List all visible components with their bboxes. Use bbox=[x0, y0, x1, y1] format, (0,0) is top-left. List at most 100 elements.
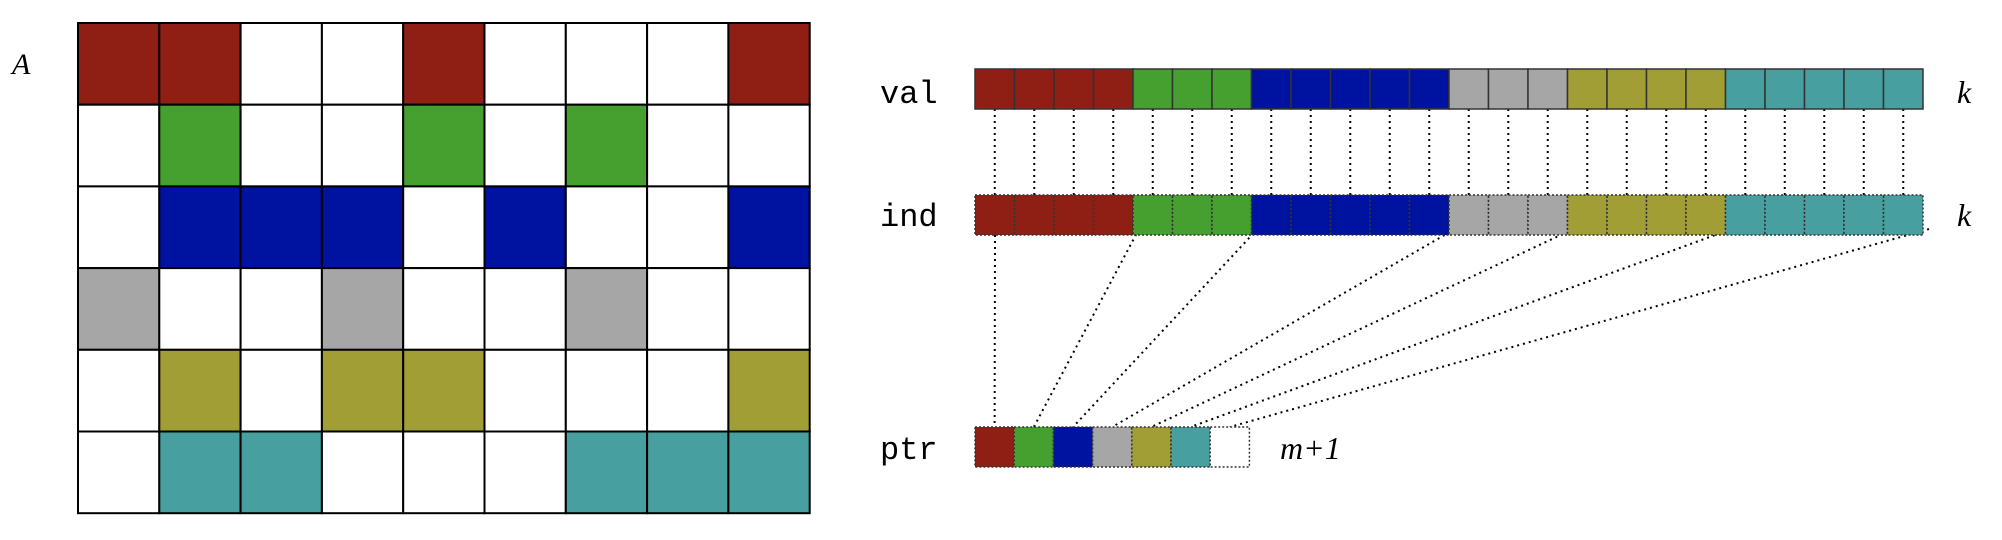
matrix-cell bbox=[564, 103, 649, 188]
matrix-cell bbox=[483, 185, 567, 270]
matrix-cell bbox=[483, 22, 567, 106]
ind-cell bbox=[1843, 194, 1885, 236]
matrix-cell bbox=[320, 348, 405, 433]
ind-cell bbox=[1369, 194, 1411, 236]
connector-lines bbox=[993, 109, 1930, 428]
matrix-cell bbox=[483, 267, 567, 351]
ind-cell bbox=[1290, 194, 1332, 236]
ind-ptr-connector bbox=[1190, 228, 1732, 428]
matrix-cell bbox=[483, 348, 567, 433]
val-cell bbox=[1724, 68, 1766, 110]
matrix-cell bbox=[727, 22, 811, 106]
matrix-cell bbox=[77, 185, 161, 270]
matrix-cell bbox=[646, 22, 730, 106]
matrix-cell bbox=[402, 103, 486, 188]
matrix-cell bbox=[320, 185, 405, 270]
matrix-cell bbox=[646, 267, 730, 351]
matrix-cell bbox=[727, 430, 811, 515]
ind-cell bbox=[1171, 194, 1213, 236]
matrix-cell bbox=[564, 185, 649, 270]
val-cell bbox=[1764, 68, 1806, 110]
val-cell bbox=[1803, 68, 1845, 110]
ptr-size-label: m+1 bbox=[1280, 430, 1341, 466]
val-cell bbox=[1013, 68, 1055, 110]
ind-ptr-connector bbox=[1229, 228, 1930, 428]
ind-cell bbox=[974, 194, 1016, 236]
matrix-cell bbox=[646, 348, 730, 433]
matrix-cell bbox=[402, 430, 486, 515]
val-cell bbox=[1290, 68, 1332, 110]
ind-cell bbox=[1645, 194, 1687, 236]
matrix-cell bbox=[239, 267, 323, 351]
matrix-cell bbox=[402, 267, 486, 351]
val-cell bbox=[974, 68, 1016, 110]
ind-cell bbox=[1092, 194, 1134, 236]
matrix-cell bbox=[239, 430, 323, 515]
matrix-cell bbox=[158, 430, 242, 515]
matrix-cell bbox=[77, 267, 161, 351]
val-cell bbox=[1171, 68, 1213, 110]
val-cell bbox=[1092, 68, 1134, 110]
matrix-cell bbox=[320, 267, 405, 351]
matrix-cell bbox=[239, 348, 323, 433]
matrix-cell bbox=[77, 430, 161, 515]
ind-size-label: k bbox=[1957, 197, 1972, 233]
ptr-cell bbox=[1209, 426, 1251, 468]
ind-ptr-connector bbox=[1072, 228, 1259, 428]
ptr-cell bbox=[1131, 426, 1172, 468]
matrix-cell bbox=[239, 22, 323, 106]
val-size-label: k bbox=[1957, 74, 1972, 110]
matrix-cell bbox=[158, 348, 242, 433]
matrix-cell bbox=[483, 430, 567, 515]
val-cell bbox=[1487, 68, 1529, 110]
val-cell bbox=[1329, 68, 1371, 110]
matrix-cell bbox=[158, 185, 242, 270]
val-cell bbox=[1566, 68, 1608, 110]
matrix-label: A bbox=[10, 48, 31, 81]
ind-array bbox=[974, 194, 1924, 236]
ind-cell bbox=[1606, 194, 1648, 236]
matrix-cell bbox=[646, 185, 730, 270]
matrix-cell bbox=[77, 103, 161, 188]
val-cell bbox=[1250, 68, 1292, 110]
ind-cell bbox=[1053, 194, 1095, 236]
matrix-cell bbox=[320, 103, 405, 188]
ind-ptr-connector bbox=[1111, 228, 1456, 428]
matrix-cell bbox=[564, 22, 649, 106]
val-cell bbox=[1606, 68, 1648, 110]
val-cell bbox=[1448, 68, 1490, 110]
matrix-cell bbox=[158, 267, 242, 351]
ptr-cell bbox=[1170, 426, 1211, 468]
ind-cell bbox=[1527, 194, 1569, 236]
matrix-cell bbox=[727, 267, 811, 351]
matrix-cell bbox=[727, 103, 811, 188]
matrix-cell bbox=[564, 430, 649, 515]
ptr-cell bbox=[1013, 426, 1055, 468]
val-cell bbox=[1527, 68, 1569, 110]
ind-cell bbox=[1132, 194, 1174, 236]
ind-cell bbox=[1408, 194, 1450, 236]
matrix-cell bbox=[77, 22, 161, 106]
val-cell bbox=[1843, 68, 1885, 110]
val-cell bbox=[1685, 68, 1727, 110]
val-cell bbox=[1369, 68, 1411, 110]
ind-cell bbox=[1764, 194, 1806, 236]
ind-ptr-connector bbox=[1032, 228, 1140, 428]
matrix-cell bbox=[77, 348, 161, 433]
matrix-cell bbox=[564, 348, 649, 433]
matrix-cell bbox=[646, 430, 730, 515]
matrix-cell bbox=[483, 103, 567, 188]
matrix-cell bbox=[239, 185, 323, 270]
matrix-cell bbox=[402, 22, 486, 106]
ptr-cell bbox=[1091, 426, 1133, 468]
ind-ptr-connector bbox=[1150, 228, 1574, 428]
matrix-cell bbox=[727, 348, 811, 433]
ind-cell bbox=[1329, 194, 1371, 236]
matrix-cell bbox=[402, 185, 486, 270]
matrix-cell bbox=[564, 267, 649, 351]
matrix-cell bbox=[402, 348, 486, 433]
ind-cell bbox=[1724, 194, 1766, 236]
val-label: val bbox=[880, 76, 938, 113]
val-cell bbox=[1211, 68, 1253, 110]
